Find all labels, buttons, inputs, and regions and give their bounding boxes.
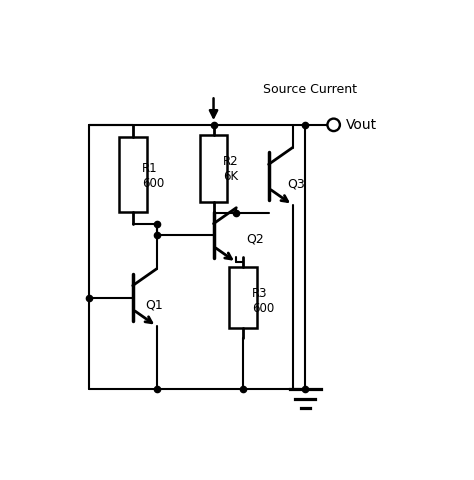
Text: Source Current: Source Current bbox=[263, 84, 357, 96]
Text: R3
600: R3 600 bbox=[252, 287, 274, 315]
Text: Q3: Q3 bbox=[287, 177, 305, 190]
Text: Q2: Q2 bbox=[246, 232, 264, 245]
Text: R2
6K: R2 6K bbox=[223, 155, 238, 183]
Text: R1
600: R1 600 bbox=[142, 162, 164, 190]
Text: Vout: Vout bbox=[346, 118, 377, 132]
Bar bbox=[229, 267, 257, 328]
Bar bbox=[119, 137, 146, 212]
Text: Q1: Q1 bbox=[146, 299, 164, 312]
Bar bbox=[200, 135, 228, 203]
